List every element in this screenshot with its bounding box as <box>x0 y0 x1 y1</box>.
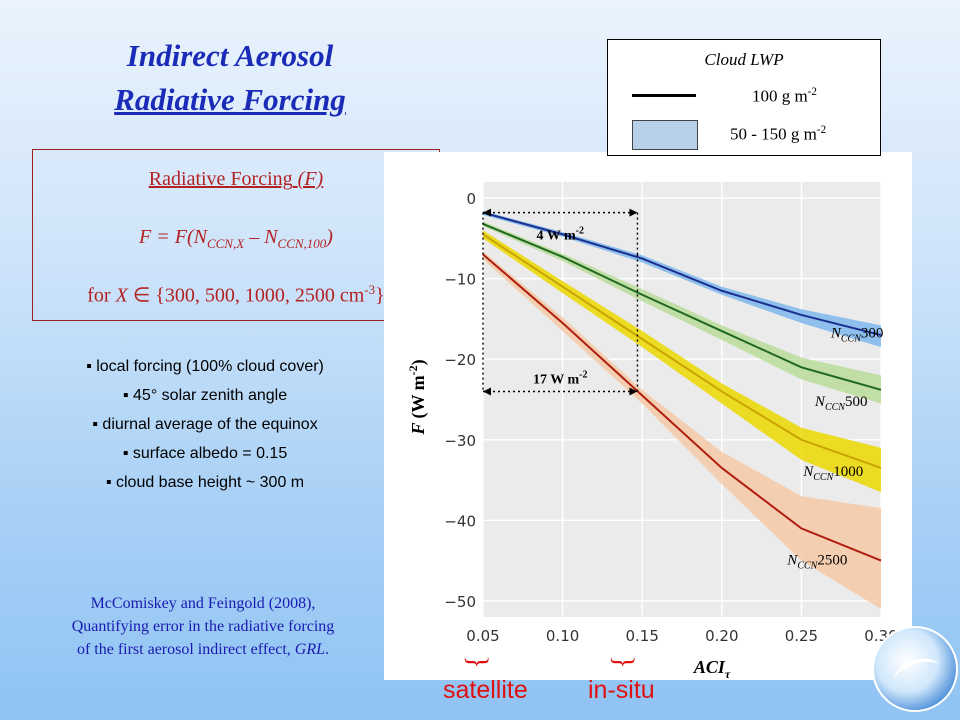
citation-line-3-text: of the first aerosol indirect effect, <box>76 641 295 658</box>
annotation-arrow-right <box>629 387 638 396</box>
annotation-label: 4 W m-2 <box>536 226 584 244</box>
eq-formula-mid: – N <box>244 226 278 248</box>
satellite-label: satellite <box>443 676 528 704</box>
citation-line-3: of the first aerosol indirect effect, GR… <box>38 638 368 661</box>
y-tick-label: 0 <box>466 190 476 208</box>
x-tick-label: 0.20 <box>705 627 738 645</box>
x-tick-label: 0.25 <box>785 627 818 645</box>
x-axis-label: ACIτ <box>693 657 731 680</box>
citation: McComiskey and Feingold (2008), Quantify… <box>38 592 368 661</box>
insitu-label: in-situ <box>588 676 655 704</box>
forcing-chart: 0−10−20−30−40−500.05 0.10 0.15 0.20 0.25 0.30… <box>406 182 898 680</box>
y-axis-label: F (W m-2) <box>406 359 429 435</box>
legend-line-swatch <box>632 94 696 97</box>
eq-heading-text: Radiative Forcing (F) <box>149 168 323 190</box>
series-line <box>482 253 882 562</box>
series-band <box>483 211 881 348</box>
eq-formula: F = F(NCCN,X – NCCN,100) <box>33 226 439 252</box>
eq-formula-sub2: CCN,100 <box>277 236 327 251</box>
legend-band-swatch <box>632 120 698 150</box>
series-label: NCCN500 <box>814 394 868 413</box>
eq-heading-label: Radiative Forcing <box>148 168 293 190</box>
x-tick-label: 0.10 <box>546 627 579 645</box>
satellite-brace: } <box>461 655 493 669</box>
series-label: NCCN300 <box>830 325 884 344</box>
eq-set-sup: -3 <box>364 282 376 297</box>
series-label: NCCN1000 <box>802 464 863 483</box>
noaa-logo <box>872 626 958 712</box>
series-line <box>482 211 882 337</box>
citation-journal: GRL <box>294 641 326 658</box>
x-tick-label: 0.05 <box>466 627 499 645</box>
y-tick-label: −10 <box>444 271 476 289</box>
eq-set-pre: for <box>87 284 116 307</box>
citation-line-1: McComiskey and Feingold (2008), <box>90 595 316 612</box>
annotation-label: 17 W m-2 <box>533 369 588 387</box>
legend-line-text: 100 g m <box>752 86 808 106</box>
insitu-brace: } <box>607 655 639 669</box>
annotation-arrow-right <box>629 208 638 217</box>
y-tick-label: −50 <box>444 593 476 611</box>
series-line <box>482 233 882 469</box>
bullet-item: 45° solar zenith angle <box>40 381 370 410</box>
assumption-list: local forcing (100% cloud cover) 45° sol… <box>40 352 370 497</box>
x-tick-label: 0.15 <box>625 627 658 645</box>
bullet-item: cloud base height ~ 300 m <box>40 468 370 497</box>
legend-band-text: 50 - 150 g m <box>730 124 817 144</box>
chart-legend: Cloud LWP 100 g m-2 50 - 150 g m-2 <box>607 39 881 156</box>
eq-heading-symbol: (F) <box>297 168 324 190</box>
bullet-item: surface albedo = 0.15 <box>40 439 370 468</box>
y-tick-label: −20 <box>444 351 476 369</box>
eq-set: for X ∈ {300, 500, 1000, 2500 cm-3} <box>33 282 439 308</box>
gull-icon <box>891 653 943 693</box>
bullet-item: diurnal average of the equinox <box>40 410 370 439</box>
annotation-arrow-left <box>483 208 491 217</box>
citation-end: . <box>325 641 330 658</box>
legend-band-label: 50 - 150 g m-2 <box>730 124 826 145</box>
legend-line-sup: -2 <box>807 86 817 98</box>
eq-set-end: } <box>375 284 385 307</box>
eq-set-var: X <box>115 284 128 307</box>
title-line-2: Radiative Forcing <box>114 82 346 117</box>
equation-box: Radiative Forcing (F) F = F(NCCN,X – NCC… <box>32 149 440 321</box>
title-line-1: Indirect Aerosol <box>126 38 334 73</box>
eq-set-values: ∈ {300, 500, 1000, 2500 cm <box>127 284 365 307</box>
y-tick-label: −40 <box>444 512 476 530</box>
slide-title: Indirect Aerosol Radiative Forcing <box>60 34 400 122</box>
series-line <box>482 222 882 391</box>
chart-panel: 0 −10 −20 −30 −40 −50 0.05 0.10 0.15 0.20 0.25 0.30… <box>384 152 912 680</box>
annotation-arrow-left <box>483 387 491 396</box>
legend-line-label: 100 g m-2 <box>752 86 817 107</box>
series-label: NCCN2500 <box>786 553 847 572</box>
eq-formula-lhs: F = F(N <box>139 226 207 248</box>
bullet-item: local forcing (100% cloud cover) <box>40 352 370 381</box>
citation-line-2: Quantifying error in the radiative forci… <box>71 618 335 635</box>
eq-heading: Radiative Forcing (F) <box>33 168 439 191</box>
legend-band-sup: -2 <box>816 124 827 136</box>
eq-formula-end: ) <box>326 226 333 248</box>
y-tick-label: −30 <box>444 432 476 450</box>
legend-title: Cloud LWP <box>704 50 784 69</box>
eq-formula-sub1: CCN,X <box>206 236 245 251</box>
